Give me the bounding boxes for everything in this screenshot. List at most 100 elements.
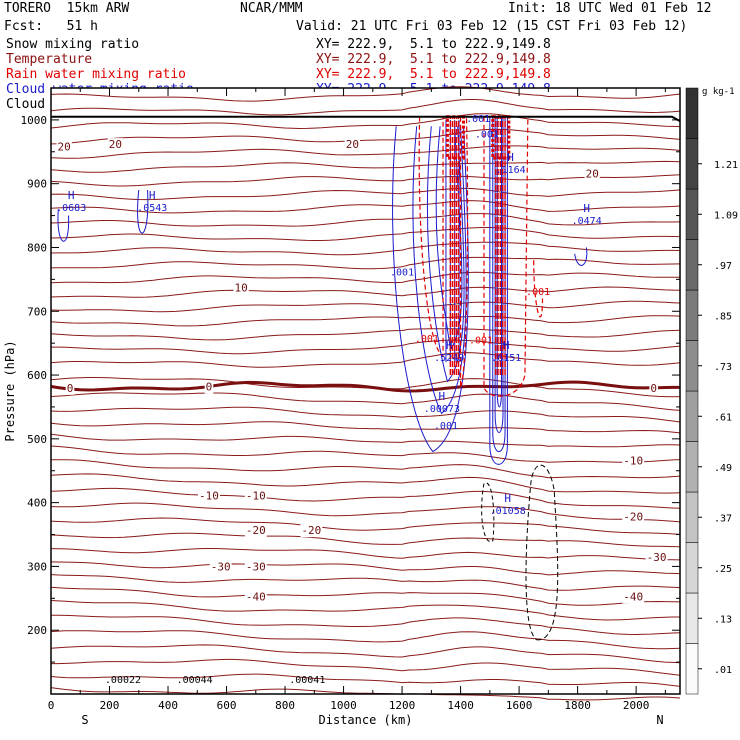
isotherm-line [50,561,681,576]
colorbar-label: .25 [714,564,732,575]
isotherm-line [50,574,681,591]
isotherm-line [50,241,681,256]
x-tick-label: 1800 [564,699,591,712]
isotherm-label: -10 [623,455,643,468]
rain-contour [533,260,544,318]
isotherm-line [50,600,680,621]
colorbar-segment [685,390,699,442]
cloud-water-contour [489,116,508,465]
colorbar-segment [685,138,699,190]
isotherm-line [50,586,681,606]
contour-value-label: .001 [475,129,499,140]
rain-contour [459,116,469,389]
isotherm-label: -20 [246,524,266,537]
colorbar-label: .61 [714,412,732,423]
isotherm-line [50,86,681,102]
isotherm-label: 0 [67,382,74,395]
cloud-water-contour [492,116,506,453]
isotherm-line [50,421,681,434]
maximum-value: .00041 [289,675,325,686]
isotherm-line [50,473,681,494]
x-tick-label: 1600 [506,699,533,712]
isotherm-label: -10 [199,490,219,503]
label-mask [65,381,75,395]
y-tick-label: 300 [27,560,47,573]
colorbar-segment [685,491,699,543]
label-mask [204,380,214,394]
colorbar-label: .85 [714,311,732,322]
contour-value-label: .001 [434,421,458,432]
contour-value-label: .001 [466,114,490,125]
y-tick-label: 800 [27,241,47,254]
isotherm-label: 0 [206,381,213,394]
rain-contour [483,116,529,397]
label-mask [645,550,668,564]
label-mask [622,454,645,468]
maximum-marker: H [446,339,453,352]
label-mask [244,524,267,538]
maximum-value: .0543 [137,203,167,214]
maximum-value: .0474 [572,216,602,227]
isotherm-label: 20 [58,141,71,154]
x-tick-label: 200 [100,699,120,712]
legend-xy-range: XY= 222.9, 5.1 to 222.9,149.8 [316,37,551,52]
isotherm-label: -10 [246,490,266,503]
colorbar-segment [685,188,699,240]
isotherm-line [50,673,681,687]
maximum-marker: H [583,202,590,215]
isotherm-label: 0 [650,382,657,395]
label-mask [649,381,658,395]
isotherm-label: 10 [235,282,248,295]
isotherm-line [50,644,681,664]
isotherm-line [50,630,681,650]
maximum-marker: H [503,339,510,352]
label-mask [622,590,645,604]
colorbar-segment [685,643,699,695]
rain-contour [418,116,444,357]
legend-field-name: Temperature [6,52,93,67]
isotherm-line [50,445,681,463]
colorbar-label: .49 [714,463,732,474]
label-mask [198,489,220,503]
label-mask [344,138,360,152]
maximum-value: .1164 [496,165,526,176]
isotherm-label: -30 [647,551,667,564]
y-tick-label: 1000 [21,114,48,127]
contour-value-label: .001 [469,335,493,346]
x-tick-label: 600 [217,699,237,712]
isotherm-line [51,339,681,355]
cloud-water-contour [412,126,467,415]
isotherm-line [50,352,681,368]
cloud-water-contour [426,126,465,383]
isotherm-label: -40 [246,590,266,603]
colorbar-segment [685,239,699,291]
y-axis-label: Pressure (hPa) [3,340,17,441]
contour-value-label: .001 [415,334,439,345]
y-tick-label: 700 [27,305,47,318]
legend-xy-range: XY= 222.9, 5.1 to 222.9,149.8 [316,67,551,82]
colorbar-segment [685,87,699,139]
isotherm-line [50,187,681,201]
cloud-water-contour [57,209,70,242]
north-end-label: N [656,713,663,727]
y-tick-label: 200 [27,624,47,637]
freezing-level-line [50,380,680,393]
maximum-marker: H [68,189,75,202]
isotherm-label: -30 [211,560,231,573]
isotherm-line [50,517,681,535]
colorbar-label: .01 [714,665,732,676]
isotherm-line [50,213,681,227]
isotherm-line [50,548,681,561]
rain-max-region [491,115,511,160]
isotherm-line [50,286,681,298]
isotherm-label: -40 [623,590,643,603]
x-tick-label: 1000 [330,699,357,712]
maximum-marker: H [149,189,156,202]
ice-contour [525,464,559,641]
x-tick-label: 0 [48,699,55,712]
contour-value-label: .001 [390,268,414,279]
y-tick-label: 500 [27,433,47,446]
label-mask [244,489,267,503]
colorbar-segment [685,289,699,341]
